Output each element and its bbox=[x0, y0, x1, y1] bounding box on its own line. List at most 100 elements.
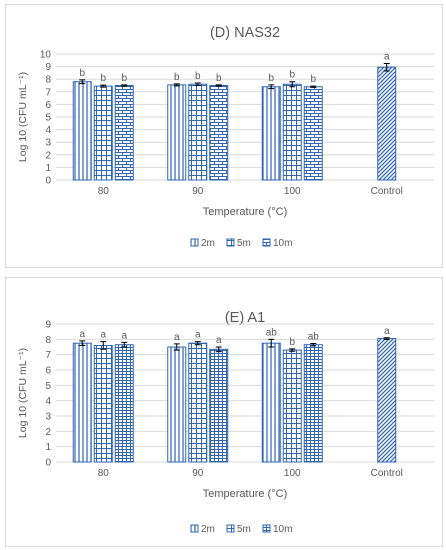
significance-letter-nas32-90-2m: b bbox=[174, 72, 180, 83]
bar-nas32-90-10m bbox=[209, 85, 229, 181]
error-bar-nas32-80-5m bbox=[100, 84, 107, 88]
bar-a1-80-2m bbox=[72, 342, 92, 463]
y-tick-label-nas32-4: 4 bbox=[45, 125, 51, 136]
legend-label-nas32-10m: 10m bbox=[273, 238, 292, 249]
y-tick-label-a1-9: 9 bbox=[45, 320, 51, 331]
y-tick-label-a1-0: 0 bbox=[45, 458, 51, 469]
legend-label-nas32-2m: 2m bbox=[201, 238, 215, 249]
significance-letter-a1-100-5m: b bbox=[289, 337, 295, 348]
significance-letter-a1-Control-control: a bbox=[384, 326, 390, 337]
y-tick-label-nas32-6: 6 bbox=[45, 100, 51, 111]
significance-letter-nas32-100-5m: b bbox=[289, 70, 295, 81]
error-bar-nas32-100-2m bbox=[268, 84, 275, 90]
x-axis-label-nas32: Temperature (°C) bbox=[203, 206, 287, 218]
y-axis-label-a1: Log 10 (CFU mL⁻¹) bbox=[17, 348, 29, 438]
significance-letter-a1-80-2m: a bbox=[79, 329, 85, 340]
legend-swatch-a1-10m bbox=[262, 524, 271, 533]
bar-a1-90-5m bbox=[188, 342, 208, 463]
significance-letter-a1-100-10m: ab bbox=[308, 331, 320, 342]
bar-a1-100-2m bbox=[261, 342, 281, 463]
legend-swatch-nas32-10m bbox=[262, 238, 271, 247]
error-bar-a1-100-5m bbox=[289, 348, 296, 352]
legend-label-a1-10m: 10m bbox=[273, 524, 292, 535]
legend-label-a1-2m: 2m bbox=[201, 524, 215, 535]
x-axis-label-a1: Temperature (°C) bbox=[203, 488, 287, 500]
x-tick-label-a1-2: 100 bbox=[284, 468, 301, 479]
legend-a1: 2m 5m 10m bbox=[190, 524, 292, 535]
error-bar-a1-80-5m bbox=[100, 341, 107, 350]
error-bar-nas32-80-10m bbox=[121, 84, 128, 87]
error-bar-a1-90-5m bbox=[194, 341, 201, 346]
significance-letter-a1-90-5m: a bbox=[195, 330, 201, 341]
significance-letter-nas32-80-2m: b bbox=[79, 68, 85, 79]
y-tick-label-nas32-7: 7 bbox=[45, 87, 51, 98]
error-bar-a1-90-2m bbox=[173, 343, 180, 351]
x-tick-label-a1-1: 90 bbox=[192, 468, 204, 479]
y-tick-label-nas32-10: 10 bbox=[40, 50, 52, 61]
significance-letter-a1-80-5m: a bbox=[100, 330, 106, 341]
x-tick-label-a1-3: Control bbox=[371, 468, 403, 479]
bar-nas32-100-10m bbox=[303, 86, 323, 181]
x-tick-label-nas32-2: 100 bbox=[284, 186, 301, 197]
y-tick-label-a1-1: 1 bbox=[45, 442, 51, 453]
error-bar-a1-100-2m bbox=[268, 338, 275, 348]
y-tick-label-a1-2: 2 bbox=[45, 427, 51, 438]
error-bar-a1-80-2m bbox=[79, 340, 86, 346]
bar-a1-80-10m bbox=[114, 344, 134, 463]
significance-letter-a1-90-10m: a bbox=[216, 335, 222, 346]
y-tick-label-nas32-0: 0 bbox=[45, 176, 51, 187]
chart-panel-a1: (E) A1 0 1 2 3 4 5 6 7 8 9 Log 10 (CFU mL⁻¹) a a a 80 a a… bbox=[5, 277, 443, 547]
error-bar-nas32-80-2m bbox=[79, 79, 86, 85]
bar-nas32-80-2m bbox=[72, 81, 92, 181]
bar-nas32-90-5m bbox=[188, 83, 208, 181]
y-axis-label-nas32: Log 10 (CFU mL⁻¹) bbox=[17, 72, 29, 162]
x-tick-label-nas32-3: Control bbox=[371, 186, 403, 197]
y-tick-label-a1-8: 8 bbox=[45, 335, 51, 346]
error-bar-nas32-100-10m bbox=[310, 85, 317, 88]
chart-panel-nas32: (D) NAS32 0 1 2 3 4 5 6 7 8 9 10 Log 10 (CFU mL⁻¹) b b… bbox=[5, 4, 443, 268]
y-tick-label-nas32-2: 2 bbox=[45, 150, 51, 161]
error-bar-nas32-90-5m bbox=[194, 82, 201, 86]
significance-letter-nas32-90-10m: b bbox=[216, 73, 222, 84]
bar-a1-90-10m bbox=[209, 348, 229, 463]
x-tick-label-nas32-1: 90 bbox=[192, 186, 204, 197]
significance-letter-nas32-Control-control: a bbox=[384, 51, 390, 62]
error-bar-a1-80-10m bbox=[121, 341, 128, 348]
error-bar-nas32-90-10m bbox=[215, 84, 222, 87]
error-bar-nas32-100-5m bbox=[289, 81, 296, 88]
bar-nas32-80-5m bbox=[93, 85, 113, 181]
significance-letter-nas32-100-10m: b bbox=[310, 74, 316, 85]
y-tick-label-nas32-1: 1 bbox=[45, 163, 51, 174]
y-tick-label-a1-4: 4 bbox=[45, 396, 51, 407]
legend-swatch-a1-2m bbox=[190, 524, 199, 533]
legend-label-a1-5m: 5m bbox=[237, 524, 251, 535]
y-tick-label-nas32-3: 3 bbox=[45, 138, 51, 149]
significance-letter-nas32-100-2m: b bbox=[268, 73, 274, 84]
chart-svg-nas32: (D) NAS32 0 1 23 45 6 78 910 Log 10 (CFU mL⁻¹) b b… bbox=[17, 25, 434, 249]
x-tick-label-a1-0: 80 bbox=[98, 468, 110, 479]
y-tick-label-a1-3: 3 bbox=[45, 412, 51, 423]
legend-swatch-a1-5m bbox=[226, 524, 235, 533]
bar-nas32-80-10m bbox=[114, 85, 134, 181]
error-bar-nas32-90-2m bbox=[173, 83, 180, 87]
error-bar-nas32-Control-control bbox=[383, 62, 390, 72]
chart-title-nas32: (D) NAS32 bbox=[210, 25, 280, 41]
x-tick-label-nas32-0: 80 bbox=[98, 186, 110, 197]
y-tick-label-a1-7: 7 bbox=[45, 350, 51, 361]
significance-letter-nas32-90-5m: b bbox=[195, 71, 201, 82]
legend-nas32: 2m 5m 10m bbox=[190, 238, 292, 249]
legend-label-nas32-5m: 5m bbox=[237, 238, 251, 249]
bar-a1-80-5m bbox=[93, 344, 113, 463]
bar-a1-100-10m bbox=[303, 344, 323, 463]
chart-title-a1: (E) A1 bbox=[225, 310, 265, 326]
y-tick-label-nas32-5: 5 bbox=[45, 113, 51, 124]
significance-letter-nas32-80-10m: b bbox=[121, 73, 127, 84]
bar-nas32-Control-control bbox=[377, 66, 397, 181]
significance-letter-a1-80-10m: a bbox=[121, 330, 127, 341]
error-bar-a1-Control-control bbox=[383, 337, 390, 340]
significance-letter-nas32-80-5m: b bbox=[100, 73, 106, 84]
bar-a1-100-5m bbox=[282, 349, 302, 463]
bar-a1-90-2m bbox=[167, 346, 187, 463]
error-bar-a1-90-10m bbox=[215, 346, 222, 353]
y-tick-label-nas32-9: 9 bbox=[45, 62, 51, 73]
